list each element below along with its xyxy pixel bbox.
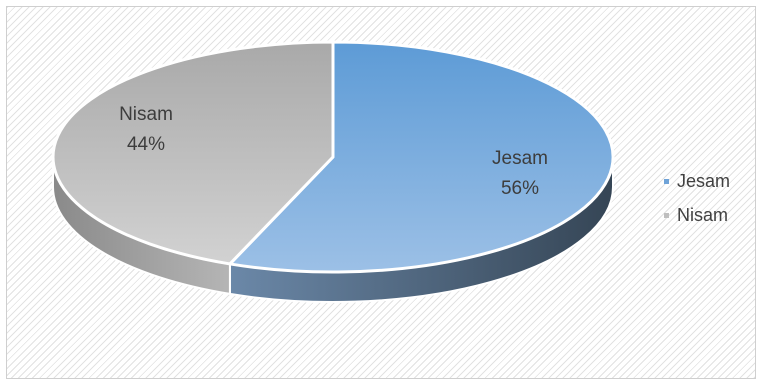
legend-item-nisam: Nisam [664, 198, 730, 232]
legend-swatch-jesam [664, 178, 669, 184]
data-label-name-nisam: Nisam [119, 104, 173, 125]
data-label-value-nisam: 44% [127, 134, 165, 155]
data-label-name-jesam: Jesam [492, 148, 548, 169]
legend-label-jesam: Jesam [677, 170, 731, 191]
legend-label-nisam: Nisam [677, 204, 729, 225]
data-label-value-jesam: 56% [501, 178, 539, 199]
legend: Jesam Nisam [664, 164, 730, 232]
legend-swatch-nisam [664, 212, 669, 218]
legend-item-jesam: Jesam [664, 164, 730, 198]
slice-jesam [228, 40, 615, 274]
slice-nisam [51, 40, 335, 266]
